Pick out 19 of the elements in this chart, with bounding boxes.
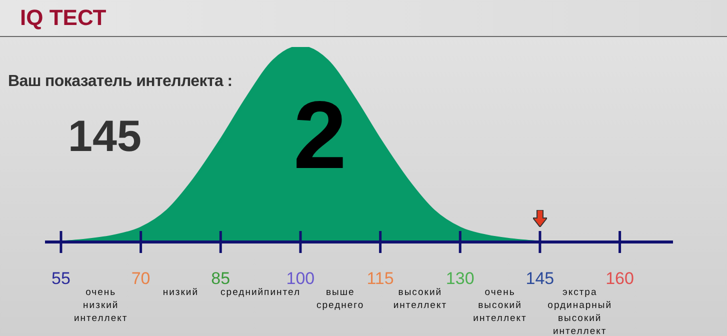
x-tick-label: 100	[286, 269, 315, 288]
x-tick-label: 130	[446, 269, 474, 288]
text: низкий	[162, 287, 199, 298]
text: очень высокий интеллект	[473, 287, 527, 324]
text: экстра ординарный высокий интеллект	[548, 287, 612, 336]
x-tick-label: 145	[526, 269, 554, 288]
text: очень низкий интеллект	[74, 287, 128, 324]
text: высокий интеллект	[393, 287, 448, 311]
x-tick-label: 55	[52, 269, 70, 288]
x-tick-label: 115	[366, 269, 394, 288]
annotation: Ваш показатель интеллекта :	[8, 73, 232, 91]
annotation: 2	[292, 82, 348, 189]
x-tick-label: 70	[131, 269, 150, 288]
chart-title: IQ ТЕСТ	[20, 5, 106, 31]
x-tick-label: 160	[606, 269, 634, 288]
x-tick-label: 85	[211, 269, 230, 288]
annotation: 145	[68, 112, 142, 162]
text: выше среднего	[316, 287, 364, 311]
text: среднийпинтел	[220, 286, 302, 299]
